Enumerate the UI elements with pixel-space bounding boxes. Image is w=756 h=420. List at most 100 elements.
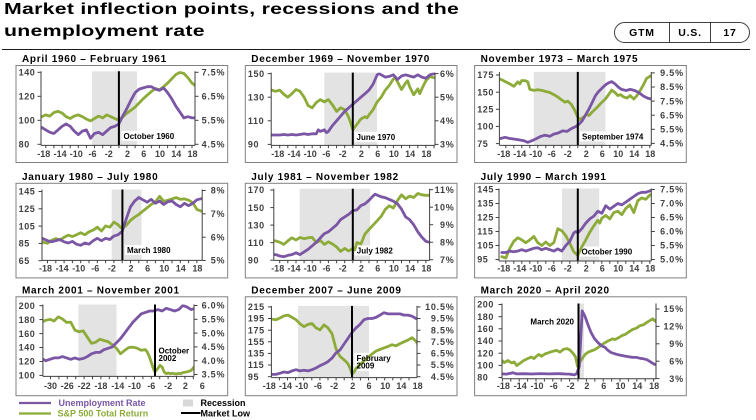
- svg-text:July 1990 – March 1991: July 1990 – March 1991: [481, 172, 607, 183]
- svg-text:6.5%: 6.5%: [660, 213, 684, 223]
- svg-text:2009: 2009: [357, 362, 375, 371]
- svg-text:175: 175: [477, 70, 494, 80]
- svg-text:115: 115: [477, 227, 493, 237]
- svg-text:10: 10: [613, 149, 623, 159]
- svg-text:2: 2: [183, 381, 188, 391]
- svg-text:-18: -18: [497, 381, 510, 391]
- svg-text:5.0%: 5.0%: [660, 255, 684, 265]
- svg-text:4.5%: 4.5%: [202, 342, 226, 352]
- svg-text:4%: 4%: [440, 116, 455, 126]
- svg-text:90: 90: [248, 140, 259, 150]
- svg-text:October 1960: October 1960: [124, 132, 175, 141]
- svg-text:10: 10: [613, 263, 623, 273]
- svg-text:100: 100: [477, 361, 494, 371]
- svg-text:-10: -10: [529, 149, 542, 159]
- svg-text:-2: -2: [105, 149, 113, 159]
- svg-text:125: 125: [19, 204, 36, 214]
- svg-text:2: 2: [359, 263, 364, 273]
- svg-text:-18: -18: [497, 263, 510, 273]
- svg-text:200: 200: [477, 300, 494, 310]
- svg-text:July 1982: July 1982: [357, 247, 394, 256]
- svg-text:10%: 10%: [434, 202, 454, 212]
- svg-text:S&P 500 Total Return: S&P 500 Total Return: [58, 409, 149, 419]
- svg-text:-2: -2: [339, 263, 347, 273]
- svg-text:-14: -14: [513, 263, 526, 273]
- svg-text:March 2020 – April 2020: March 2020 – April 2020: [481, 286, 610, 297]
- svg-text:2002: 2002: [159, 354, 177, 363]
- svg-text:5.0%: 5.0%: [202, 328, 226, 338]
- svg-text:75: 75: [477, 139, 488, 149]
- svg-text:Unemployment Rate: Unemployment Rate: [59, 398, 146, 408]
- svg-text:10: 10: [380, 381, 390, 391]
- svg-text:120: 120: [477, 348, 494, 358]
- svg-text:14: 14: [396, 381, 406, 391]
- svg-text:-18: -18: [37, 149, 50, 159]
- svg-text:140: 140: [477, 336, 494, 346]
- svg-text:July 1981 – November 1982: July 1981 – November 1982: [251, 172, 399, 183]
- svg-text:18: 18: [649, 381, 659, 391]
- svg-text:October 1990: October 1990: [582, 248, 633, 257]
- svg-text:5%: 5%: [211, 256, 226, 266]
- svg-text:14: 14: [405, 263, 415, 273]
- svg-text:5.5%: 5.5%: [202, 116, 226, 126]
- svg-text:170: 170: [248, 185, 265, 195]
- svg-text:140: 140: [19, 343, 36, 353]
- svg-text:-6: -6: [322, 263, 330, 273]
- svg-text:January 1980 – July 1980: January 1980 – July 1980: [22, 172, 158, 183]
- svg-text:120: 120: [19, 357, 36, 367]
- svg-text:6.5%: 6.5%: [431, 349, 455, 359]
- svg-text:10.5%: 10.5%: [425, 302, 455, 312]
- svg-text:65: 65: [19, 256, 30, 266]
- svg-text:-18: -18: [271, 263, 284, 273]
- svg-text:-6: -6: [147, 381, 155, 391]
- svg-text:14: 14: [171, 149, 181, 159]
- svg-text:10: 10: [155, 149, 165, 159]
- svg-text:5.5%: 5.5%: [202, 315, 226, 325]
- svg-text:-10: -10: [529, 263, 542, 273]
- svg-text:-18: -18: [39, 263, 52, 273]
- svg-text:6: 6: [145, 263, 150, 273]
- svg-text:80: 80: [477, 373, 488, 383]
- svg-text:110: 110: [248, 116, 264, 126]
- svg-text:6%: 6%: [440, 69, 455, 79]
- svg-text:3%: 3%: [440, 140, 455, 150]
- svg-text:6: 6: [375, 149, 380, 159]
- svg-text:105: 105: [477, 241, 494, 251]
- svg-text:Market Low: Market Low: [201, 409, 252, 419]
- svg-text:-10: -10: [70, 149, 83, 159]
- svg-text:April 1960 – February 1961: April 1960 – February 1961: [22, 54, 167, 65]
- svg-text:6.0%: 6.0%: [660, 227, 684, 237]
- svg-text:-14: -14: [54, 149, 67, 159]
- svg-text:195: 195: [248, 314, 265, 324]
- svg-text:14: 14: [405, 149, 415, 159]
- svg-text:3%: 3%: [669, 374, 684, 384]
- svg-text:14: 14: [629, 263, 639, 273]
- svg-text:-2: -2: [330, 381, 338, 391]
- svg-text:180: 180: [19, 315, 36, 325]
- svg-text:March 1980: March 1980: [127, 246, 171, 255]
- svg-text:6%: 6%: [211, 232, 226, 242]
- svg-text:200: 200: [19, 301, 36, 311]
- svg-text:2: 2: [350, 381, 355, 391]
- svg-text:6%: 6%: [669, 356, 684, 366]
- svg-text:130: 130: [248, 220, 265, 230]
- svg-text:6: 6: [200, 381, 205, 391]
- svg-text:4.5%: 4.5%: [660, 139, 684, 149]
- svg-text:5.5%: 5.5%: [660, 125, 684, 135]
- svg-text:-18: -18: [497, 149, 510, 159]
- svg-text:6: 6: [366, 381, 371, 391]
- svg-text:10: 10: [159, 263, 169, 273]
- svg-text:7%: 7%: [211, 209, 226, 219]
- svg-text:-22: -22: [78, 381, 91, 391]
- svg-text:7.5%: 7.5%: [431, 337, 455, 347]
- svg-text:-6: -6: [548, 149, 556, 159]
- svg-text:-10: -10: [304, 149, 317, 159]
- svg-text:150: 150: [248, 69, 265, 79]
- svg-text:150: 150: [477, 87, 494, 97]
- svg-text:-14: -14: [514, 381, 527, 391]
- svg-text:-26: -26: [61, 381, 74, 391]
- svg-text:180: 180: [477, 312, 494, 322]
- svg-text:-30: -30: [44, 381, 57, 391]
- svg-text:-2: -2: [564, 263, 572, 273]
- svg-text:2: 2: [125, 149, 130, 159]
